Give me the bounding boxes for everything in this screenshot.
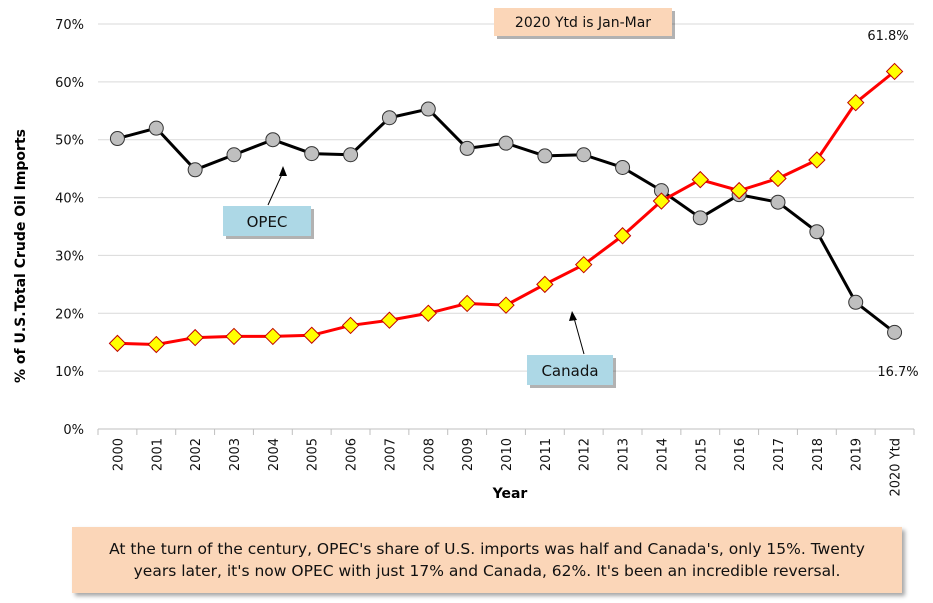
x-tick-label: 2005 <box>306 438 321 471</box>
opec-data-point <box>809 224 825 240</box>
x-tick-label: 2016 <box>733 438 748 471</box>
canada-data-point <box>847 93 865 112</box>
x-tick-label: 2001 <box>150 438 165 471</box>
canada-data-point <box>652 192 671 210</box>
x-tick-label: 2010 <box>500 438 515 471</box>
summary-caption-text: At the turn of the century, OPEC's share… <box>109 540 865 580</box>
canada-data-point <box>108 334 127 353</box>
y-tick-label: 0% <box>63 423 84 438</box>
opec-data-point <box>109 131 125 147</box>
opec-end-label: 16.7% <box>877 365 918 380</box>
canada-data-point <box>808 151 826 169</box>
x-tick-label: 2014 <box>655 438 670 471</box>
x-tick-label: 2012 <box>578 438 593 471</box>
y-tick-label: 30% <box>55 249 84 264</box>
y-tick-label: 10% <box>55 365 84 380</box>
canada-data-point <box>225 327 243 346</box>
x-tick-label: 2011 <box>539 438 554 471</box>
x-tick-label: 2000 <box>111 438 126 471</box>
canada-data-point <box>769 169 787 188</box>
opec-data-point <box>770 194 786 210</box>
summary-caption: At the turn of the century, OPEC's share… <box>72 527 902 593</box>
x-tick-label: 2018 <box>811 438 826 471</box>
canada-data-point <box>264 327 282 346</box>
canada-data-point <box>380 311 399 329</box>
canada-callout-label: Canada <box>541 362 598 380</box>
canada-data-point <box>885 62 904 81</box>
period-note-text: 2020 Ytd is Jan-Mar <box>515 15 651 31</box>
canada-data-point <box>691 170 709 189</box>
opec-data-point <box>692 210 708 226</box>
canada-data-point <box>186 328 204 347</box>
x-tick-label: 2002 <box>189 438 204 471</box>
canada-callout: Canada <box>527 311 616 388</box>
opec-data-point <box>576 147 592 163</box>
opec-callout-pointer <box>267 171 284 206</box>
x-tick-label: 2017 <box>772 438 787 471</box>
opec-data-point <box>187 162 203 178</box>
canada-data-point <box>303 326 321 344</box>
x-tick-label: 2013 <box>617 438 632 471</box>
opec-data-point <box>420 101 436 117</box>
opec-callout-label: OPEC <box>247 213 288 231</box>
opec-arrow-icon <box>279 166 287 176</box>
canada-data-point <box>458 294 476 313</box>
y-tick-label: 40% <box>55 192 84 207</box>
opec-data-point <box>265 132 281 148</box>
y-tick-label: 20% <box>55 307 84 322</box>
x-tick-label: 2006 <box>345 438 360 471</box>
canada-data-point <box>613 227 632 245</box>
opec-data-point <box>343 147 359 163</box>
opec-data-point <box>304 146 320 162</box>
y-tick-label: 70% <box>55 18 84 33</box>
canada-data-point <box>497 296 515 314</box>
canada-data-point <box>536 275 554 294</box>
x-tick-label: 2007 <box>383 438 398 471</box>
x-tick-label: 2019 <box>850 438 865 471</box>
period-note: 2020 Ytd is Jan-Mar <box>494 8 675 39</box>
x-tick-label: 2008 <box>422 438 437 471</box>
line-chart: 0% 10% 20% 30% 40% 50% 60% 70% 2000 2001 2002 2003… <box>13 8 919 502</box>
canada-data-point <box>575 255 593 274</box>
opec-data-point <box>381 110 397 126</box>
opec-callout: OPEC <box>223 166 314 239</box>
x-tick-label: 2020 Ytd <box>889 438 904 497</box>
opec-data-point <box>615 159 631 175</box>
opec-data-point <box>848 294 864 310</box>
canada-callout-pointer <box>573 317 585 355</box>
canada-arrow-icon <box>569 311 577 321</box>
canada-end-label: 61.8% <box>867 29 908 44</box>
opec-data-point <box>887 324 903 340</box>
x-tick-label: 2015 <box>694 438 709 471</box>
opec-data-point <box>498 135 514 151</box>
opec-data-point <box>148 120 164 136</box>
opec-data-point <box>459 140 475 156</box>
x-axis-title: Year <box>492 486 528 502</box>
opec-data-point <box>226 147 242 163</box>
x-tick-label: 2009 <box>461 438 476 471</box>
x-tick-label: 2004 <box>267 438 282 471</box>
canada-data-point <box>341 316 360 335</box>
canada-data-point <box>419 304 437 322</box>
canada-data-point <box>147 335 165 354</box>
canada-data-point <box>730 181 748 200</box>
x-tick-label: 2003 <box>228 438 243 471</box>
y-tick-label: 50% <box>55 134 84 149</box>
y-axis-title: % of U.S.Total Crude Oil Imports <box>13 129 29 383</box>
opec-data-point <box>537 148 553 164</box>
y-tick-label: 60% <box>55 76 84 91</box>
